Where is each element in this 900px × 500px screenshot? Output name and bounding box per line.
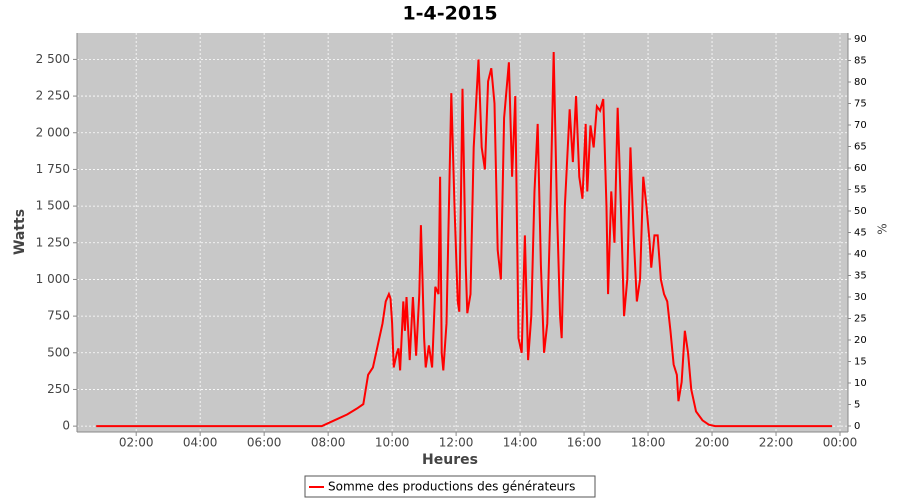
y2-tick-label: 40 <box>854 249 867 260</box>
y2-tick-label: 45 <box>854 228 867 239</box>
y-tick-label: 1 000 <box>36 272 70 286</box>
y2-tick-label: 65 <box>854 142 867 153</box>
y2-tick-label: 20 <box>854 335 867 346</box>
y-tick-label: 250 <box>47 382 70 396</box>
y2-tick-label: 55 <box>854 185 867 196</box>
y-tick-label: 2 500 <box>36 52 70 66</box>
y2-tick-label: 80 <box>854 77 867 88</box>
y-tick-label: 1 250 <box>36 235 70 249</box>
y-tick-label: 750 <box>47 309 70 323</box>
y2-axis-label: % <box>876 223 890 234</box>
y2-tick-label: 25 <box>854 313 867 324</box>
legend-label: Somme des productions des générateurs <box>328 480 575 494</box>
y-tick-label: 1 750 <box>36 162 70 176</box>
y2-tick-label: 5 <box>854 399 860 410</box>
y2-tick-label: 50 <box>854 206 867 217</box>
y-tick-label: 500 <box>47 345 70 359</box>
x-tick-label: 08:00 <box>311 436 346 450</box>
data-line <box>96 52 833 428</box>
y2-tick-label: 15 <box>854 356 867 367</box>
y2-tick-label: 35 <box>854 270 867 281</box>
y2-tick-label: 0 <box>854 421 860 432</box>
y-tick-label: 2 000 <box>36 125 70 139</box>
y2-tick-label: 70 <box>854 120 867 131</box>
x-tick-label: 06:00 <box>247 436 282 450</box>
x-tick-label: 00:00 <box>823 436 858 450</box>
legend <box>304 475 596 498</box>
y2-tick-label: 75 <box>854 99 867 110</box>
y2-tick-label: 30 <box>854 292 867 303</box>
y2-tick-label: 60 <box>854 163 867 174</box>
x-tick-label: 22:00 <box>759 436 794 450</box>
y-axis-label: Watts <box>12 209 28 255</box>
chart-title: 1-4-2015 <box>402 3 497 25</box>
x-tick-label: 10:00 <box>375 436 410 450</box>
x-axis-label: Heures <box>422 452 478 468</box>
x-tick-label: 14:00 <box>503 436 538 450</box>
y-tick-label: 2 250 <box>36 89 70 103</box>
y2-tick-label: 90 <box>854 34 867 45</box>
y-tick-label: 1 500 <box>36 199 70 213</box>
x-tick-label: 16:00 <box>567 436 602 450</box>
x-tick-label: 02:00 <box>119 436 154 450</box>
y2-tick-label: 85 <box>854 56 867 67</box>
x-tick-label: 20:00 <box>695 436 730 450</box>
y2-tick-label: 10 <box>854 378 867 389</box>
x-tick-label: 12:00 <box>439 436 474 450</box>
x-tick-label: 04:00 <box>183 436 218 450</box>
y-tick-label: 0 <box>62 419 70 433</box>
x-tick-label: 18:00 <box>631 436 666 450</box>
